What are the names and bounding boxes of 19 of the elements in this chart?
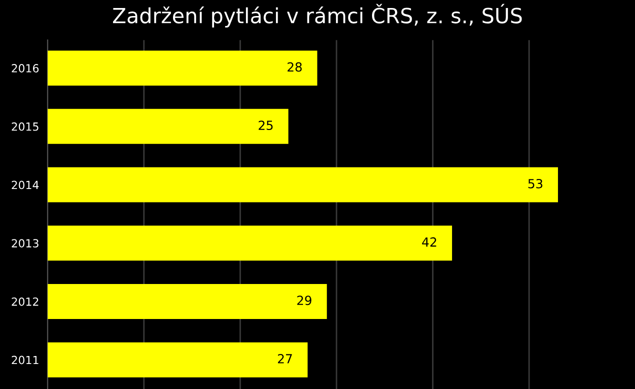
- data-label: 42: [422, 237, 436, 247]
- data-label: 53: [528, 178, 542, 188]
- bar: [48, 342, 308, 378]
- y-tick-label: 2016: [12, 64, 39, 72]
- data-label: 29: [297, 296, 312, 306]
- chart-title: Zadržení pytláci v rámci ČRS, z. s., SÚS: [113, 4, 522, 28]
- y-tick-label: 2013: [12, 239, 38, 248]
- bar: [48, 167, 558, 202]
- y-tick-label: 2011: [12, 356, 38, 364]
- y-tick-label: 2014: [12, 180, 39, 190]
- y-tick-label: 2015: [12, 122, 38, 131]
- bar: [48, 108, 288, 144]
- data-label: 27: [278, 354, 292, 364]
- bar: [48, 50, 318, 86]
- bar: [48, 226, 452, 261]
- y-tick-label: 2012: [12, 297, 38, 306]
- data-label: 25: [258, 120, 273, 130]
- bar: [48, 284, 327, 319]
- data-label: 28: [288, 62, 302, 72]
